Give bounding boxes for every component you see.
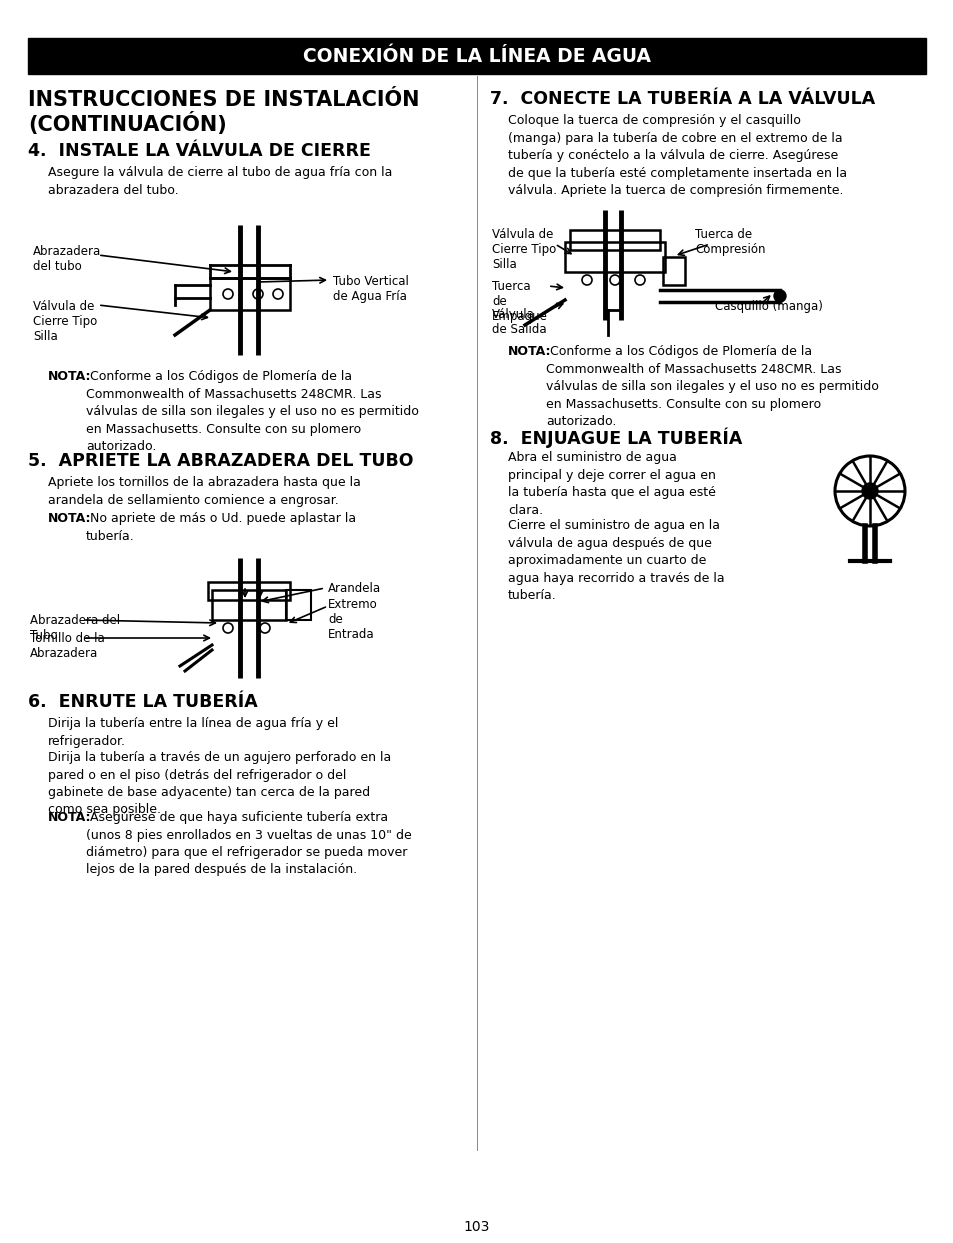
Text: CONEXIÓN DE LA LÍNEA DE AGUA: CONEXIÓN DE LA LÍNEA DE AGUA	[303, 46, 650, 66]
Text: Cierre el suministro de agua en la
válvula de agua después de que
aproximadament: Cierre el suministro de agua en la válvu…	[507, 520, 724, 602]
Text: Abrazadera
del tubo: Abrazadera del tubo	[33, 245, 101, 273]
Text: Válvula
de Salida: Válvula de Salida	[492, 308, 546, 336]
Text: Asegure la válvula de cierre al tubo de agua fría con la
abrazadera del tubo.: Asegure la válvula de cierre al tubo de …	[48, 167, 392, 196]
Text: Abra el suministro de agua
principal y deje correr el agua en
la tubería hasta q: Abra el suministro de agua principal y d…	[507, 451, 715, 517]
Text: NOTA:: NOTA:	[48, 370, 91, 383]
Text: Válvula de
Cierre Tipo
Silla: Válvula de Cierre Tipo Silla	[33, 300, 97, 343]
Text: NOTA:: NOTA:	[48, 512, 91, 525]
Text: Tubo Vertical
de Agua Fría: Tubo Vertical de Agua Fría	[333, 275, 409, 303]
Text: 8.  ENJUAGUE LA TUBERÍA: 8. ENJUAGUE LA TUBERÍA	[490, 428, 741, 447]
Text: Asegúrese de que haya suficiente tubería extra
(unos 8 pies enrollados en 3 vuel: Asegúrese de que haya suficiente tubería…	[86, 810, 412, 876]
Text: No apriete de más o Ud. puede aplastar la
tubería.: No apriete de más o Ud. puede aplastar l…	[86, 512, 355, 542]
Bar	[28, 39, 925, 75]
Text: Tuerca de
Compresión: Tuerca de Compresión	[695, 227, 764, 256]
Text: Coloque la tuerca de compresión y el casquillo
(manga) para la tubería de cobre : Coloque la tuerca de compresión y el cas…	[507, 114, 846, 196]
Text: Tuerca
de
Empaque: Tuerca de Empaque	[492, 280, 547, 323]
Circle shape	[635, 275, 644, 285]
Circle shape	[253, 290, 263, 300]
Text: 6.  ENRUTE LA TUBERÍA: 6. ENRUTE LA TUBERÍA	[28, 694, 257, 711]
Text: NOTA:: NOTA:	[48, 810, 91, 824]
Bar	[662, 257, 684, 285]
Circle shape	[223, 623, 233, 633]
Text: 103: 103	[463, 1219, 490, 1234]
Text: Extremo
de
Entrada: Extremo de Entrada	[328, 598, 377, 641]
Circle shape	[273, 290, 283, 300]
Bar	[286, 590, 311, 620]
Text: Abrazadera del
Tubo: Abrazadera del Tubo	[30, 614, 120, 641]
Text: Conforme a los Códigos de Plomería de la
Commonwealth of Massachusetts 248CMR. L: Conforme a los Códigos de Plomería de la…	[86, 370, 418, 452]
Bar	[208, 582, 290, 600]
Text: Casquillo (manga): Casquillo (manga)	[714, 300, 822, 313]
Text: 7.  CONECTE LA TUBERÍA A LA VÁLVULA: 7. CONECTE LA TUBERÍA A LA VÁLVULA	[490, 89, 874, 108]
Bar	[564, 242, 664, 272]
Text: NOTA:: NOTA:	[507, 346, 551, 358]
Text: Dirija la tubería entre la línea de agua fría y el
refrigerador.: Dirija la tubería entre la línea de agua…	[48, 717, 338, 747]
Text: Conforme a los Códigos de Plomería de la
Commonwealth of Massachusetts 248CMR. L: Conforme a los Códigos de Plomería de la…	[545, 346, 878, 428]
Text: Arandela: Arandela	[328, 582, 381, 595]
Text: Válvula de
Cierre Tipo
Silla: Válvula de Cierre Tipo Silla	[492, 227, 556, 271]
Circle shape	[609, 275, 619, 285]
Text: Dirija la tubería a través de un agujero perforado en la
pared o en el piso (det: Dirija la tubería a través de un agujero…	[48, 751, 391, 817]
Text: 4.  INSTALE LA VÁLVULA DE CIERRE: 4. INSTALE LA VÁLVULA DE CIERRE	[28, 142, 371, 160]
Circle shape	[862, 484, 877, 498]
Bar	[569, 230, 659, 250]
Circle shape	[773, 290, 785, 302]
Text: (CONTINUACIÓN): (CONTINUACIÓN)	[28, 112, 227, 135]
Text: Tornillo de la
Abrazadera: Tornillo de la Abrazadera	[30, 631, 105, 660]
Circle shape	[223, 290, 233, 300]
Circle shape	[260, 623, 270, 633]
Text: INSTRUCCIONES DE INSTALACIÓN: INSTRUCCIONES DE INSTALACIÓN	[28, 89, 419, 109]
Bar	[210, 278, 290, 310]
Text: 5.  APRIETE LA ABRAZADERA DEL TUBO: 5. APRIETE LA ABRAZADERA DEL TUBO	[28, 452, 413, 470]
Circle shape	[581, 275, 592, 285]
Bar	[212, 590, 286, 620]
Text: Apriete los tornillos de la abrazadera hasta que la
arandela de sellamiento comi: Apriete los tornillos de la abrazadera h…	[48, 476, 360, 506]
